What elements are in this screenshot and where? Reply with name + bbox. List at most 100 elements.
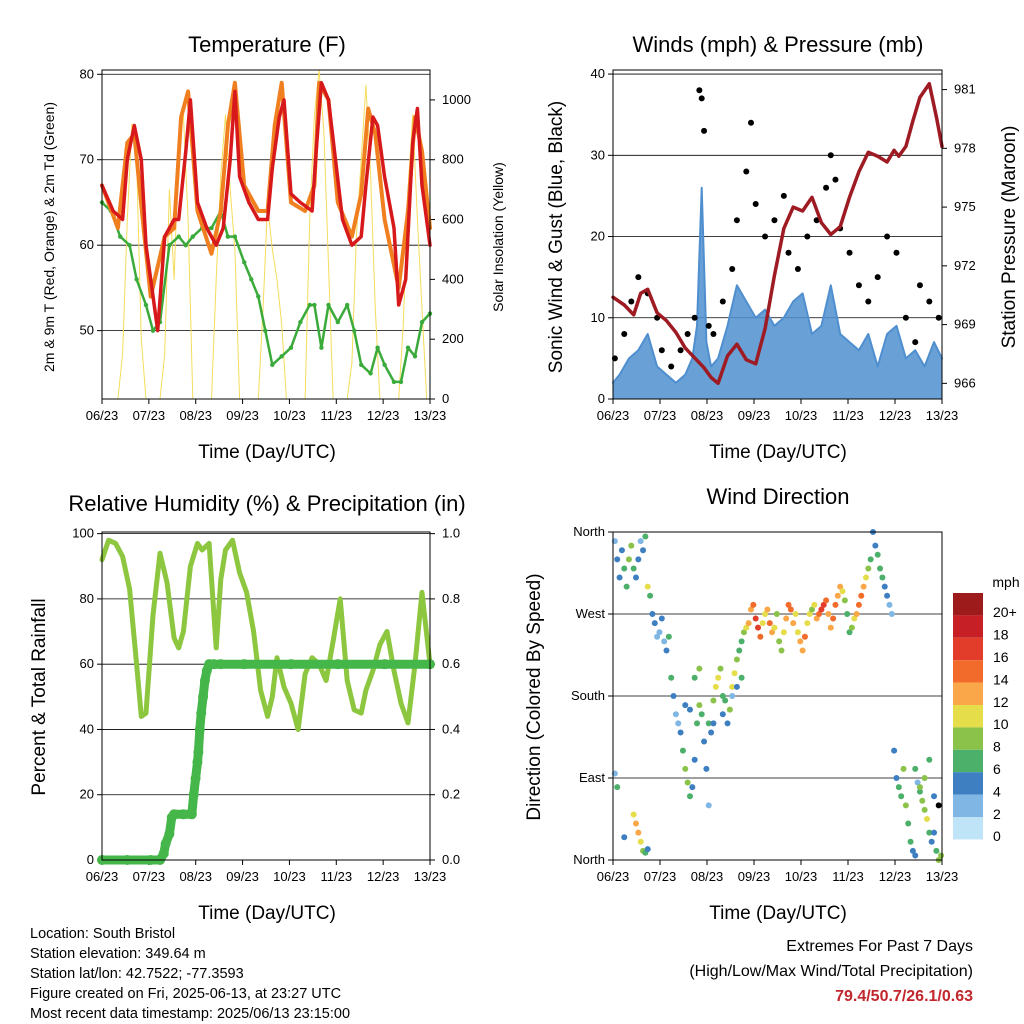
wind-direction-point (846, 629, 853, 636)
temperature-ytick-right-label: 800 (442, 152, 464, 167)
dewpoint-2m-point (225, 234, 231, 239)
direction-xlabel: Time (Day/UTC) (709, 903, 847, 924)
winds-plot-area: 06/23 07/23 08/23 09/23 10/23 11/23 12/23 13/23… (591, 66, 976, 423)
wind-direction-point (762, 611, 769, 617)
dewpoint-2m-point (307, 302, 312, 308)
wind-direction-point (621, 834, 628, 841)
wind-direction-point (712, 683, 719, 690)
wind-direction-point (806, 611, 813, 617)
direction-ytick-label: East (579, 770, 605, 785)
wind-direction-point (912, 852, 919, 859)
direction-panel: Wind Direction Time (Day/UTC) Direction … (524, 484, 1020, 924)
wind-direction-point (844, 611, 851, 617)
wind-direction-point (799, 647, 806, 654)
humidity-ylabel: Percent & Total Rainfall (29, 598, 50, 795)
wind-gust-point (926, 298, 933, 305)
wind-gust-point (771, 217, 778, 224)
wind-direction-point (839, 588, 846, 595)
direction-ytick-label: South (571, 688, 605, 703)
wind-gust-point (827, 152, 834, 159)
wind-direction-point (919, 797, 926, 804)
location-text: Location: South Bristol (30, 926, 176, 942)
wind-direction-point (773, 611, 780, 617)
sonic-wind-line (612, 186, 943, 384)
dewpoint-2m-point (405, 345, 411, 350)
temperature-xtick-label: 06/23 (86, 408, 119, 423)
precipitation-point (208, 659, 219, 670)
precipitation-point (196, 708, 207, 719)
wind-direction-point (912, 765, 919, 772)
direction-xtick-label: 11/23 (832, 869, 864, 884)
station-pressure-line (611, 81, 944, 386)
direction-ylabel: Direction (Colored By Speed) (524, 573, 545, 820)
direction-ytick-label: North (573, 524, 605, 539)
wind-direction-point (926, 756, 933, 763)
dewpoint-2m-point (127, 242, 132, 248)
wind-direction-point (642, 533, 649, 540)
humidity-ytick-right-label: 0.4 (442, 721, 460, 736)
wind-direction-point (637, 838, 644, 845)
wind-direction-point (938, 852, 945, 859)
dewpoint-2m-point (143, 302, 149, 308)
winds-xtick-label: 09/23 (738, 408, 771, 423)
temperature-ytick-right-label: 0 (442, 391, 449, 406)
wind-direction-point (921, 775, 928, 781)
wind-direction-point (661, 638, 668, 645)
wind-direction-point (686, 793, 693, 800)
humidity-ytick-label: 40 (80, 721, 94, 736)
humidity-plot-border (101, 531, 431, 861)
temperature-xtick-label: 13/23 (414, 408, 447, 423)
wind-gust-point (621, 331, 628, 338)
colorbar-label: 16 (993, 649, 1009, 665)
temperature-xtick-label: 07/23 (133, 408, 166, 423)
wind-direction-point (701, 738, 708, 745)
winds-xtick-label: 11/23 (832, 408, 864, 423)
wind-direction-point (884, 592, 891, 599)
temp-2m-line (100, 81, 432, 333)
direction-xtick-label: 12/23 (879, 869, 912, 884)
colorbar-swatch (953, 727, 983, 750)
wind-direction-point (933, 847, 940, 854)
precipitation-point (286, 659, 297, 670)
wind-direction-point (637, 538, 644, 545)
extremes-values: 79.4/50.7/26.1/0.63 (835, 988, 973, 1005)
wind-gust-point (628, 298, 635, 305)
direction-ytick-label: West (576, 606, 606, 621)
temp-9m-line (100, 80, 432, 299)
winds-ytick-right-label: 969 (954, 317, 976, 332)
temperature-ytick-label: 50 (80, 323, 94, 338)
wind-direction-point (717, 665, 724, 672)
humidity-xlabel: Time (Day/UTC) (198, 903, 336, 924)
wind-direction-point (670, 693, 677, 699)
wind-direction-point (635, 829, 642, 836)
wind-direction-point (682, 702, 689, 709)
colorbar-swatch (953, 593, 983, 616)
winds-ytick-right-label: 975 (954, 199, 976, 214)
wind-gust-point (780, 192, 787, 199)
direction-plot-border (612, 531, 943, 861)
wind-direction-point (776, 638, 783, 645)
humidity-ytick-label: 100 (72, 526, 94, 541)
direction-xtick-label: 06/23 (597, 869, 630, 884)
winds-ytick-right-label: 978 (954, 140, 976, 155)
dewpoint-2m-point (242, 260, 247, 265)
wind-gust-point (874, 274, 881, 281)
wind-direction-point (785, 601, 792, 608)
wind-direction-point (689, 784, 696, 791)
wind-direction-point (651, 620, 658, 627)
dewpoint-2m-point (270, 362, 275, 368)
wind-direction-point (618, 547, 625, 554)
wind-direction-point (823, 597, 830, 604)
dewpoint-2m-point (209, 225, 214, 231)
wind-direction-point (733, 683, 740, 690)
station-info: Location: South Bristol Station elevatio… (30, 924, 350, 1024)
humidity-ytick-right-label: 0.6 (442, 656, 460, 671)
winds-ytick-right-label: 981 (954, 82, 976, 97)
dewpoint-2m-point (176, 234, 181, 239)
pressure-ylabel: Station Pressure (Maroon) (999, 126, 1020, 349)
direction-ytick-label: North (573, 852, 605, 867)
wind-direction-point (752, 615, 759, 622)
wind-direction-point (797, 638, 804, 645)
wind-direction-point (916, 784, 923, 791)
wind-direction-point (710, 720, 717, 727)
